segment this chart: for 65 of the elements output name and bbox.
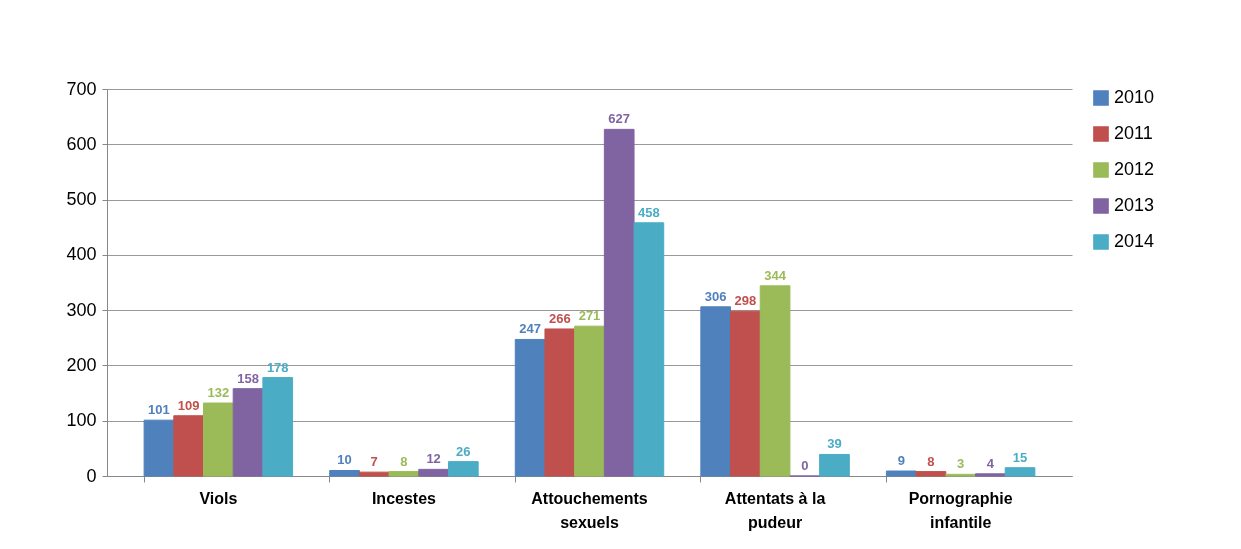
bar	[262, 377, 294, 477]
data-label: 0	[801, 458, 809, 473]
data-label: 266	[548, 310, 571, 326]
data-label: 271	[578, 308, 601, 324]
data-label: 101	[148, 402, 170, 418]
bar	[544, 328, 576, 477]
data-label: 344	[764, 267, 787, 283]
bar	[819, 453, 850, 477]
bar	[329, 469, 360, 477]
y-tick-label: 600	[66, 133, 97, 154]
legend-label: 2012	[1114, 159, 1155, 179]
data-label: 247	[519, 321, 541, 337]
data-label: 4	[986, 455, 995, 471]
data-label: 132	[207, 385, 230, 401]
bar	[143, 419, 175, 477]
data-label: 458	[638, 204, 660, 220]
y-tick-label: 500	[66, 189, 97, 210]
legend-label: 2011	[1114, 123, 1153, 143]
data-label: 9	[897, 453, 905, 469]
data-label: 8	[400, 453, 408, 469]
x-tick-label: Attouchements sexuels	[531, 489, 648, 531]
data-label: 26	[456, 443, 471, 459]
data-label: 7	[370, 454, 378, 470]
bar	[885, 470, 917, 477]
y-tick-label: 200	[66, 354, 97, 375]
x-tick-label: Incestes	[371, 489, 437, 507]
bar	[975, 473, 1006, 477]
bar	[574, 325, 605, 477]
data-label: 8	[927, 453, 935, 469]
bar	[700, 306, 732, 477]
bar	[730, 310, 761, 477]
data-label: 39	[827, 436, 842, 452]
y-tick-label: 400	[66, 244, 97, 265]
legend-label: 2013	[1114, 195, 1155, 215]
x-tick-label: Viols	[199, 489, 238, 507]
bar	[633, 222, 665, 477]
data-label: 3	[957, 456, 965, 472]
y-tick-label: 0	[86, 465, 97, 486]
bar	[232, 388, 264, 477]
data-label: 158	[237, 370, 259, 386]
x-tick-label: Pornographie infantile	[908, 489, 1013, 531]
y-tick-label: 100	[66, 410, 97, 431]
data-label: 109	[177, 397, 200, 413]
data-label: 15	[1012, 449, 1028, 465]
legend-label: 2010	[1114, 87, 1155, 107]
data-label: 627	[608, 111, 631, 127]
data-label: 298	[734, 293, 757, 309]
bar	[358, 471, 390, 477]
bar	[447, 461, 479, 477]
data-label: 10	[337, 452, 352, 468]
x-tick-label: Attentats à la pudeur	[724, 489, 826, 531]
bar	[514, 338, 546, 477]
y-tick-label: 700	[66, 78, 97, 99]
bar	[915, 471, 947, 477]
bar	[603, 128, 635, 477]
data-label: 306	[704, 288, 727, 304]
legend-label: 2014	[1114, 231, 1155, 251]
bar	[418, 468, 449, 477]
bar	[203, 402, 234, 477]
bar	[759, 285, 791, 477]
bar	[1004, 467, 1036, 477]
bar	[388, 471, 420, 477]
y-tick-label: 300	[66, 299, 97, 320]
data-label: 12	[426, 451, 441, 467]
bar	[173, 415, 204, 477]
